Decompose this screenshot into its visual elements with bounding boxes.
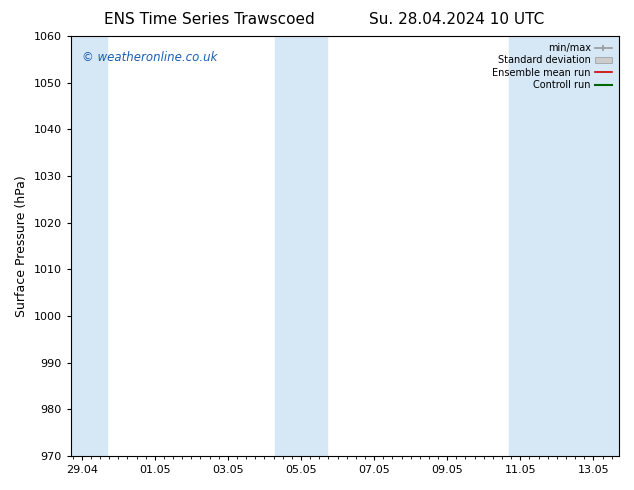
Legend: min/max, Standard deviation, Ensemble mean run, Controll run: min/max, Standard deviation, Ensemble me…: [490, 41, 614, 92]
Y-axis label: Surface Pressure (hPa): Surface Pressure (hPa): [15, 175, 28, 317]
Bar: [275, 36, 312, 456]
Text: ENS Time Series Trawscoed: ENS Time Series Trawscoed: [104, 12, 314, 27]
Bar: [509, 36, 531, 456]
Bar: [531, 36, 619, 456]
Bar: [290, 36, 327, 456]
Text: Su. 28.04.2024 10 UTC: Su. 28.04.2024 10 UTC: [369, 12, 544, 27]
Text: © weatheronline.co.uk: © weatheronline.co.uk: [82, 51, 217, 64]
Bar: [71, 36, 107, 456]
